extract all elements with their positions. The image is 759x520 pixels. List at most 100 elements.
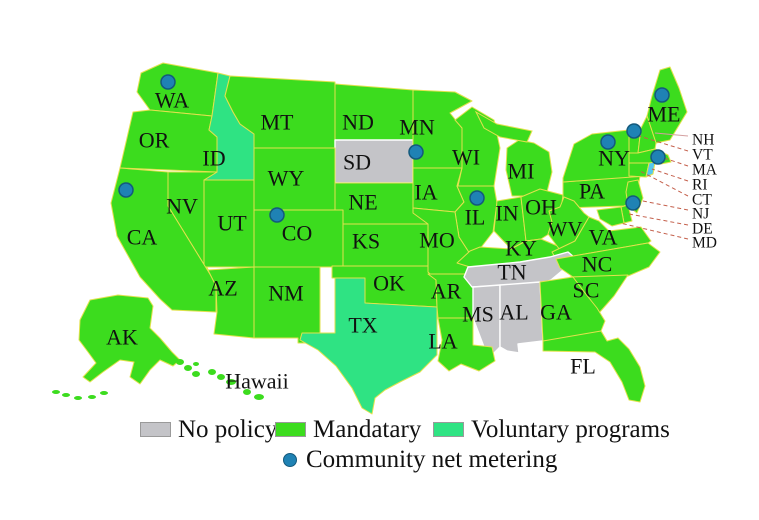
legend-item-community-net-metering: Community net metering bbox=[283, 447, 557, 472]
state-label-NC: NC bbox=[582, 252, 613, 277]
leader-line-MD bbox=[619, 222, 689, 240]
small-state-label-MD: MD bbox=[692, 235, 717, 252]
state-label-FL: FL bbox=[570, 354, 596, 379]
state-label-MS: MS bbox=[462, 302, 494, 327]
state-shape-TX bbox=[299, 277, 438, 415]
legend-item-voluntary: Voluntary programs bbox=[433, 417, 670, 442]
state-shape-LA bbox=[437, 317, 496, 372]
leader-line-MA bbox=[663, 157, 689, 167]
state-shape-ME bbox=[646, 66, 688, 144]
state-label-CA: CA bbox=[127, 225, 158, 250]
state-shape-MI-upper-peninsula bbox=[474, 110, 533, 143]
community-net-metering-dot-icon bbox=[283, 452, 297, 467]
net-metering-dot-NJ bbox=[625, 195, 641, 211]
hawaii-island-4 bbox=[243, 389, 251, 395]
mandatory-swatch bbox=[275, 422, 306, 437]
no-policy-swatch bbox=[140, 422, 171, 437]
leader-line-RI bbox=[651, 168, 689, 182]
state-shape-FL bbox=[542, 330, 646, 403]
alaska-island-7 bbox=[192, 371, 200, 377]
state-label-WY: WY bbox=[268, 166, 305, 191]
state-label-IA: IA bbox=[414, 180, 437, 205]
voluntary-swatch bbox=[433, 422, 464, 437]
small-state-label-NJ: NJ bbox=[692, 206, 709, 223]
alaska-island-0 bbox=[52, 390, 60, 394]
leader-line-DE bbox=[628, 213, 689, 226]
state-label-PA: PA bbox=[579, 179, 605, 204]
state-label-NY: NY bbox=[598, 146, 630, 171]
small-state-label-CT: CT bbox=[692, 192, 712, 209]
state-shape-NH bbox=[637, 115, 657, 154]
state-shape-AK bbox=[78, 294, 181, 385]
small-state-label-NH: NH bbox=[692, 132, 714, 149]
leader-line-CT bbox=[639, 170, 689, 197]
leader-line-VT bbox=[638, 135, 689, 152]
state-label-ME: ME bbox=[648, 102, 681, 127]
net-metering-dot-MN bbox=[408, 144, 424, 160]
state-label-MN: MN bbox=[399, 115, 435, 140]
net-metering-dot-MA bbox=[650, 149, 666, 165]
state-label-VA: VA bbox=[589, 225, 618, 250]
state-label-WA: WA bbox=[155, 88, 189, 113]
state-label-NV: NV bbox=[166, 194, 198, 219]
net-metering-dot-CA bbox=[118, 182, 134, 198]
alaska-island-6 bbox=[184, 365, 192, 371]
state-label-UT: UT bbox=[217, 211, 247, 236]
alaska-island-4 bbox=[100, 391, 108, 395]
net-metering-dot-WA bbox=[160, 74, 176, 90]
no-policy-label: No policy bbox=[178, 416, 278, 443]
net-metering-dot-CO bbox=[269, 207, 285, 223]
state-label-CO: CO bbox=[282, 221, 313, 246]
legend-item-no-policy: No policy bbox=[140, 417, 277, 442]
state-label-IN: IN bbox=[495, 201, 518, 226]
state-label-AL: AL bbox=[499, 300, 528, 325]
state-shape-CA bbox=[110, 167, 217, 313]
state-label-IL: IL bbox=[465, 205, 486, 230]
small-state-label-VT: VT bbox=[692, 147, 713, 164]
alaska-island-1 bbox=[62, 393, 70, 397]
state-label-WV: WV bbox=[548, 217, 583, 241]
hawaii-island-2 bbox=[217, 374, 225, 380]
small-state-label-MA: MA bbox=[692, 162, 718, 179]
alaska-island-5 bbox=[176, 359, 184, 365]
state-shape-NC bbox=[555, 242, 661, 278]
state-label-KY: KY bbox=[505, 236, 537, 261]
state-label-GA: GA bbox=[540, 300, 572, 325]
small-state-label-DE: DE bbox=[692, 221, 713, 238]
small-state-label-RI: RI bbox=[692, 177, 708, 194]
state-label-SC: SC bbox=[573, 278, 600, 303]
state-label-AZ: AZ bbox=[208, 276, 237, 301]
leader-line-NH bbox=[654, 132, 689, 137]
state-label-NE: NE bbox=[348, 190, 377, 215]
state-shape-MD bbox=[596, 206, 625, 227]
voluntary-label: Voluntary programs bbox=[471, 416, 670, 443]
state-label-OH: OH bbox=[525, 195, 557, 220]
state-label-ID: ID bbox=[202, 146, 225, 171]
state-label-AR: AR bbox=[431, 279, 462, 304]
state-label-NM: NM bbox=[268, 281, 303, 306]
net-metering-dot-NY bbox=[600, 134, 616, 150]
hawaii-label: Hawaii bbox=[225, 369, 289, 394]
alaska-island-3 bbox=[88, 395, 96, 399]
state-label-OR: OR bbox=[139, 128, 170, 153]
alaska-island-2 bbox=[74, 396, 82, 400]
hawaii-island-0 bbox=[193, 362, 199, 366]
state-label-AK: AK bbox=[106, 325, 138, 350]
hawaii-island-3 bbox=[226, 379, 236, 385]
legend-item-mandatory: Mandatary bbox=[275, 417, 421, 442]
net-metering-dot-VT bbox=[626, 123, 642, 139]
state-label-LA: LA bbox=[428, 329, 457, 354]
state-label-KS: KS bbox=[352, 229, 380, 254]
mandatory-label: Mandatary bbox=[313, 416, 422, 443]
hawaii-island-1 bbox=[208, 369, 216, 375]
net-metering-dot-ME bbox=[654, 87, 670, 103]
state-label-ND: ND bbox=[342, 110, 374, 135]
hawaii-island-5 bbox=[254, 394, 264, 400]
state-label-MT: MT bbox=[261, 110, 295, 135]
community-net-metering-label: Community net metering bbox=[306, 446, 558, 473]
state-label-TX: TX bbox=[348, 313, 377, 338]
state-label-TN: TN bbox=[497, 260, 526, 285]
net-metering-dot-IL bbox=[469, 190, 485, 206]
